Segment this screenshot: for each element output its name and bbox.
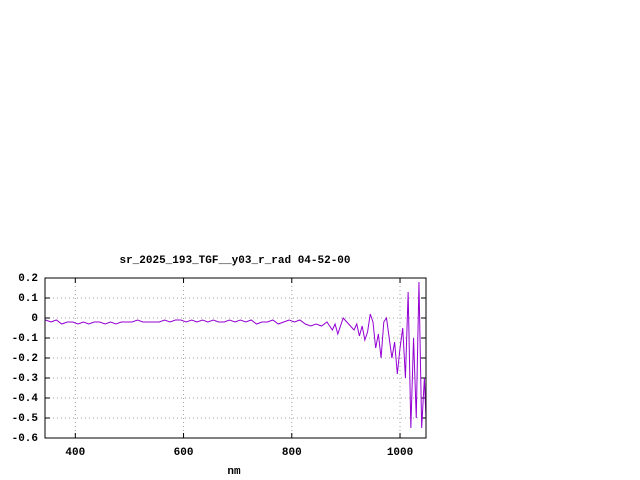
data-line (45, 281, 427, 429)
y-tick-label: -0.5 (12, 413, 39, 425)
x-tick-label: 400 (65, 447, 85, 459)
y-tick-label: -0.4 (12, 393, 39, 405)
x-tick-label: 800 (282, 447, 302, 459)
plot-border (44, 277, 427, 439)
x-tick-label: 600 (174, 447, 194, 459)
y-tick-label: 0 (31, 313, 38, 325)
y-tick-label: 0.1 (18, 293, 38, 305)
y-tick-label: -0.6 (12, 433, 38, 445)
chart-title: sr_2025_193_TGF__y03_r_rad 04-52-00 (119, 255, 350, 267)
y-tick-label: -0.2 (12, 353, 38, 365)
x-axis-label: nm (227, 466, 241, 478)
y-tick-label: 0.2 (18, 273, 38, 285)
y-tick-label: -0.1 (12, 333, 39, 345)
y-tick-label: -0.3 (12, 373, 39, 385)
x-tick-label: 1000 (387, 447, 413, 459)
